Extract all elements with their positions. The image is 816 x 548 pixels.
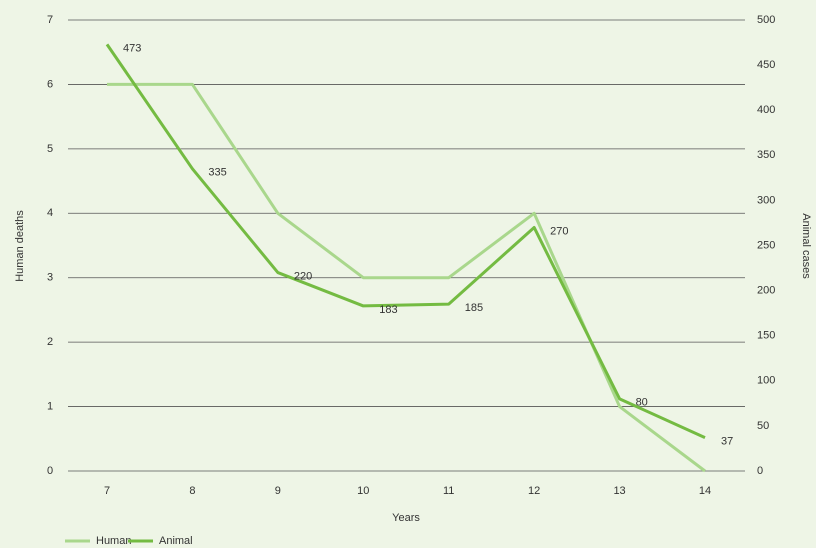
y-tick-label: 5 bbox=[47, 143, 53, 155]
y2-tick-label: 150 bbox=[757, 330, 775, 342]
y2-axis-label: Animal cases bbox=[800, 213, 812, 279]
y2-tick-label: 0 bbox=[757, 465, 763, 477]
y2-tick-label: 350 bbox=[757, 149, 775, 161]
x-tick-label: 10 bbox=[357, 485, 369, 497]
legend-label: Human bbox=[96, 535, 131, 547]
x-axis-label: Years bbox=[392, 512, 420, 524]
y2-tick-label: 100 bbox=[757, 375, 775, 387]
x-tick-label: 12 bbox=[528, 485, 540, 497]
series-line bbox=[105, 43, 706, 439]
y2-tick-label: 450 bbox=[757, 59, 775, 71]
x-tick-label: 9 bbox=[275, 485, 281, 497]
y-tick-label: 1 bbox=[47, 400, 53, 412]
x-tick-label: 11 bbox=[443, 485, 454, 497]
data-label: 80 bbox=[636, 397, 648, 409]
data-label: 220 bbox=[294, 270, 312, 282]
x-tick-label: 8 bbox=[189, 485, 195, 497]
x-tick-label: 7 bbox=[104, 485, 110, 497]
y-tick-label: 6 bbox=[47, 78, 53, 90]
data-label: 185 bbox=[465, 302, 483, 314]
y-tick-label: 2 bbox=[47, 336, 53, 348]
data-label: 473 bbox=[123, 42, 141, 54]
y-axis-label: Human deaths bbox=[14, 210, 26, 282]
data-label: 183 bbox=[379, 304, 397, 316]
y-tick-label: 7 bbox=[47, 14, 53, 26]
y2-tick-label: 500 bbox=[757, 14, 775, 26]
y2-tick-label: 50 bbox=[757, 420, 769, 432]
y2-tick-label: 400 bbox=[757, 104, 775, 116]
legend-label: Animal bbox=[159, 535, 193, 547]
y-tick-label: 0 bbox=[47, 465, 53, 477]
y2-tick-label: 200 bbox=[757, 285, 775, 297]
series-line bbox=[107, 82, 706, 473]
y-tick-label: 4 bbox=[47, 207, 53, 219]
data-label: 37 bbox=[721, 436, 733, 448]
data-label: 335 bbox=[208, 167, 226, 179]
x-tick-label: 14 bbox=[699, 485, 711, 497]
data-label: 270 bbox=[550, 225, 568, 237]
x-tick-label: 13 bbox=[613, 485, 625, 497]
y2-tick-label: 250 bbox=[757, 239, 775, 251]
y-tick-label: 3 bbox=[47, 272, 53, 284]
y2-tick-label: 300 bbox=[757, 194, 775, 206]
